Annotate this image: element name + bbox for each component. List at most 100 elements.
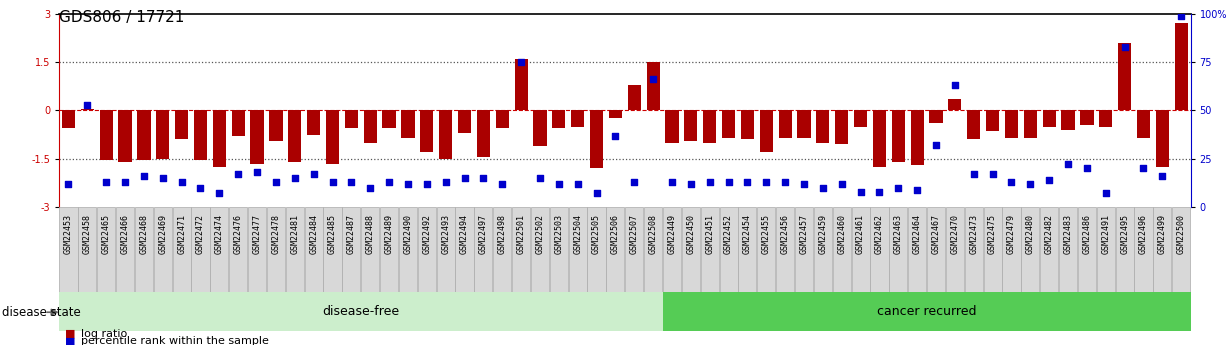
Point	[1171, 13, 1191, 19]
Bar	[1156, 110, 1168, 167]
Text: GSM22496: GSM22496	[1139, 214, 1148, 254]
Bar	[740, 110, 754, 139]
Text: GSM22478: GSM22478	[272, 214, 280, 254]
FancyBboxPatch shape	[645, 207, 662, 292]
Text: GSM22464: GSM22464	[913, 214, 921, 254]
FancyBboxPatch shape	[851, 207, 870, 292]
Bar	[967, 110, 980, 139]
FancyBboxPatch shape	[1021, 207, 1039, 292]
Point	[851, 189, 871, 194]
FancyBboxPatch shape	[720, 207, 738, 292]
Text: ■: ■	[65, 336, 76, 345]
Bar	[439, 110, 453, 159]
Point	[1153, 173, 1172, 179]
Point	[1039, 177, 1059, 183]
Text: GSM22477: GSM22477	[252, 214, 262, 254]
Point	[1114, 44, 1134, 49]
Bar	[704, 110, 716, 142]
Point	[116, 179, 135, 185]
Bar	[665, 110, 679, 142]
FancyBboxPatch shape	[588, 207, 605, 292]
FancyBboxPatch shape	[59, 292, 663, 331]
Text: GDS806 / 17721: GDS806 / 17721	[59, 10, 184, 25]
Text: GSM22503: GSM22503	[555, 214, 563, 254]
Bar	[817, 110, 829, 142]
Point	[285, 175, 305, 181]
Text: GSM22491: GSM22491	[1101, 214, 1111, 254]
FancyBboxPatch shape	[455, 207, 474, 292]
Text: GSM22470: GSM22470	[951, 214, 959, 254]
Bar	[251, 110, 263, 164]
Text: GSM22465: GSM22465	[102, 214, 111, 254]
Text: disease-free: disease-free	[322, 305, 400, 318]
FancyBboxPatch shape	[116, 207, 134, 292]
Text: GSM22482: GSM22482	[1044, 214, 1054, 254]
Text: GSM22492: GSM22492	[422, 214, 432, 254]
Text: log ratio: log ratio	[81, 329, 128, 338]
Bar	[797, 110, 811, 138]
Bar	[514, 59, 528, 110]
Bar	[1137, 110, 1150, 138]
Point	[266, 179, 285, 185]
Bar	[156, 110, 170, 159]
Text: GSM22454: GSM22454	[743, 214, 752, 254]
Point	[247, 169, 267, 175]
Bar	[1100, 110, 1112, 127]
Point	[662, 179, 681, 185]
Text: GSM22461: GSM22461	[856, 214, 865, 254]
FancyBboxPatch shape	[342, 207, 360, 292]
Text: GSM22466: GSM22466	[121, 214, 129, 254]
Text: GSM22502: GSM22502	[535, 214, 545, 254]
FancyBboxPatch shape	[606, 207, 625, 292]
Point	[888, 185, 908, 190]
Bar	[269, 110, 283, 141]
FancyBboxPatch shape	[399, 207, 417, 292]
Bar	[118, 110, 132, 162]
Point	[474, 175, 493, 181]
FancyBboxPatch shape	[362, 207, 379, 292]
Bar	[854, 110, 867, 127]
Text: GSM22488: GSM22488	[365, 214, 375, 254]
Text: GSM22484: GSM22484	[309, 214, 319, 254]
Bar	[477, 110, 490, 157]
Bar	[100, 110, 113, 160]
Text: GSM22501: GSM22501	[517, 214, 525, 254]
Bar	[344, 110, 358, 128]
Bar	[1023, 110, 1037, 138]
Bar	[383, 110, 396, 128]
FancyBboxPatch shape	[908, 207, 926, 292]
Bar	[722, 110, 736, 138]
Point	[229, 171, 248, 177]
FancyBboxPatch shape	[681, 207, 700, 292]
FancyBboxPatch shape	[1097, 207, 1114, 292]
FancyBboxPatch shape	[475, 207, 492, 292]
Bar	[308, 110, 320, 135]
Bar	[364, 110, 376, 142]
FancyBboxPatch shape	[285, 207, 304, 292]
Text: GSM22507: GSM22507	[630, 214, 638, 254]
Text: GSM22458: GSM22458	[82, 214, 92, 254]
FancyBboxPatch shape	[776, 207, 795, 292]
Text: GSM22474: GSM22474	[215, 214, 224, 254]
Point	[1134, 166, 1154, 171]
Text: GSM22475: GSM22475	[988, 214, 998, 254]
Bar	[835, 110, 849, 144]
Point	[304, 171, 323, 177]
FancyBboxPatch shape	[493, 207, 512, 292]
FancyBboxPatch shape	[1059, 207, 1077, 292]
Text: ■: ■	[65, 329, 76, 338]
Text: GSM22486: GSM22486	[1082, 214, 1091, 254]
FancyBboxPatch shape	[550, 207, 568, 292]
Point	[549, 181, 568, 187]
Text: GSM22476: GSM22476	[234, 214, 242, 254]
Point	[718, 179, 738, 185]
Text: GSM22451: GSM22451	[705, 214, 715, 254]
FancyBboxPatch shape	[437, 207, 455, 292]
Point	[983, 171, 1002, 177]
Text: GSM22499: GSM22499	[1157, 214, 1167, 254]
Point	[77, 102, 97, 107]
Text: GSM22498: GSM22498	[498, 214, 507, 254]
Text: disease state: disease state	[2, 306, 81, 319]
Bar	[760, 110, 772, 152]
Point	[756, 179, 776, 185]
